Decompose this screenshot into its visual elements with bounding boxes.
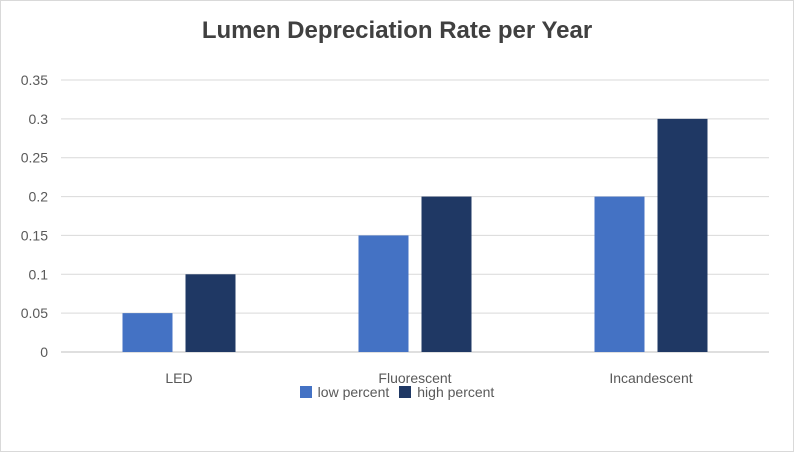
bar-low-percent-led <box>122 313 173 352</box>
legend-item-low-percent: low percent <box>299 384 390 400</box>
x-axis-ticks: LED Fluorescent Incandescent <box>165 370 692 386</box>
legend-label-high-percent: high percent <box>417 384 495 400</box>
legend: low percent high percent <box>1 384 793 400</box>
x-tick-label-incandescent: Incandescent <box>609 370 692 386</box>
y-tick-label: 0.2 <box>29 189 49 205</box>
bar-high-percent-incandescent <box>657 118 708 352</box>
x-tick-label-led: LED <box>165 370 192 386</box>
y-tick-label: 0.1 <box>29 266 49 282</box>
y-tick-label: 0 <box>40 344 48 360</box>
y-tick-label: 0.35 <box>21 72 48 88</box>
bar-low-percent-incandescent <box>594 196 645 352</box>
y-tick-label: 0.3 <box>29 111 49 127</box>
y-tick-label: 0.25 <box>21 150 48 166</box>
legend-swatch-high-percent <box>399 386 412 398</box>
legend-swatch-low-percent <box>299 386 312 398</box>
legend-label-low-percent: low percent <box>317 384 390 400</box>
bar-high-percent-led <box>185 274 236 352</box>
chart-title: Lumen Depreciation Rate per Year <box>201 17 593 44</box>
y-axis-ticks: 0 0.05 0.1 0.15 0.2 0.25 0.3 0.35 <box>21 72 48 360</box>
y-tick-label: 0.15 <box>21 227 48 243</box>
x-tick-label-fluorescent: Fluorescent <box>378 370 451 386</box>
bar-high-percent-fluorescent <box>421 196 472 352</box>
gridlines <box>61 79 769 353</box>
y-tick-label: 0.05 <box>21 305 48 321</box>
bars <box>122 118 708 352</box>
legend-item-high-percent: high percent <box>399 384 494 400</box>
bar-low-percent-fluorescent <box>358 235 409 352</box>
